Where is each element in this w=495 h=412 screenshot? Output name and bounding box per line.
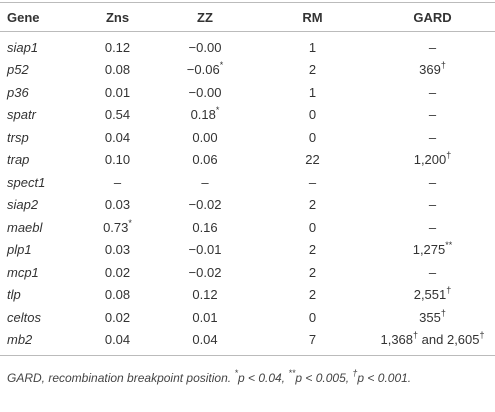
value-cell: −0.02 [188,197,222,213]
table-row: trap 0.10 0.06 22 1,200† [0,149,495,172]
table-row: siap2 0.03 −0.02 2 – [0,194,495,217]
value-cell: 0.12 [104,39,131,55]
column-header: GARD [370,2,495,32]
value-cell: 0.02 [104,264,131,280]
value-cell: 2 [308,62,317,78]
table-row: siap1 0.12 −0.00 1 – [0,32,495,59]
value-cell: −0.01 [188,242,222,258]
value-cell: 1,368† and 2,605† [370,328,495,356]
value-cell: 0.04 [80,328,155,356]
value-cell: – [308,174,317,190]
value-cell: 0.08 [104,287,131,303]
gene-cell: siap1 [7,39,39,55]
column-header: Gene [0,2,80,32]
value-cell: 0.10 [104,152,131,168]
table-row: p36 0.01 −0.00 1 – [0,81,495,104]
table-row: maebl 0.73* 0.16 0 – [0,216,495,239]
value-cell: −0.00 [188,84,222,100]
gene-cell: trsp [7,129,29,145]
value-cell: 7 [255,328,370,356]
value-cell: 0.01 [192,309,218,325]
value-cell: 1,200† [413,150,452,168]
value-cell: – [428,39,437,55]
value-cell: 2 [308,242,317,258]
value-cell: 0.03 [104,197,131,213]
table-row: spatr 0.54 0.18* 0 – [0,104,495,127]
value-cell: 0 [308,219,317,235]
value-cell: −0.00 [188,39,222,55]
column-header: ZZ [155,2,255,32]
value-cell: 355† [419,307,446,325]
value-cell: 2 [308,197,317,213]
value-cell: – [428,219,437,235]
gene-cell: p36 [7,84,29,100]
gene-cell: siap2 [7,197,39,213]
table-row: trsp 0.04 0.00 0 – [0,126,495,149]
value-cell: 1 [308,84,317,100]
gene-cell: maebl [7,219,43,235]
value-cell: 0.12 [192,287,218,303]
column-header: RM [255,2,370,32]
value-cell: 369† [419,60,446,78]
gene-cell: spatr [7,107,36,123]
value-cell: 0.08 [104,62,131,78]
value-cell: 0 [308,129,317,145]
value-cell: 0.04 [104,129,131,145]
table-row: celtos 0.02 0.01 0 355† [0,306,495,329]
value-cell: – [428,84,437,100]
value-cell: 0.06 [192,152,218,168]
table-row: spect1 – – – – [0,171,495,194]
gene-cell: celtos [7,309,41,325]
value-cell: 0.03 [104,242,131,258]
value-cell: – [428,264,437,280]
value-cell: 1,275** [412,240,453,258]
data-table: Gene Zns ZZ RM GARD siap1 0.12 −0.00 1 – p52 0.08 −… [0,2,495,356]
value-cell: 0.01 [104,84,131,100]
value-cell: – [428,197,437,213]
gene-cell: spect1 [7,174,46,190]
gene-cell: tlp [7,287,21,303]
table-row: p52 0.08 −0.06* 2 369† [0,59,495,82]
value-cell: 0.16 [192,219,218,235]
value-cell: 2 [308,264,317,280]
value-cell: 2,551† [413,285,452,303]
gene-cell: mb2 [0,328,80,356]
value-cell: 0.02 [104,309,131,325]
value-cell: −0.02 [188,264,222,280]
value-cell: 2 [308,287,317,303]
table-row: mb2 0.04 0.04 7 1,368† and 2,605† [0,328,495,356]
footnote: GARD, recombination breakpoint position.… [7,368,412,386]
value-cell: – [428,174,437,190]
table-row: tlp 0.08 0.12 2 2,551† [0,284,495,307]
value-cell: 0.73* [103,217,132,235]
value-cell: 0.00 [192,129,218,145]
header-row: Gene Zns ZZ RM GARD [0,2,495,32]
value-cell: 0.18* [190,105,220,123]
table-row: mcp1 0.02 −0.02 2 – [0,261,495,284]
value-cell: 0 [308,107,317,123]
table-body: siap1 0.12 −0.00 1 – p52 0.08 −0.06* 2 369† p36 0.0… [0,32,495,356]
value-cell: 22 [305,152,320,168]
value-cell: 1 [308,39,317,55]
value-cell: – [428,107,437,123]
gene-cell: mcp1 [7,264,39,280]
gene-cell: p52 [7,62,29,78]
value-cell: 0 [308,309,317,325]
value-cell: – [428,129,437,145]
value-cell: – [113,174,122,190]
gene-cell: trap [7,152,30,168]
value-cell: 0.54 [104,107,131,123]
value-cell: – [201,174,209,190]
value-cell: −0.06* [186,60,224,78]
gene-cell: plp1 [7,242,32,258]
value-cell: 0.04 [155,328,255,356]
table-row: plp1 0.03 −0.01 2 1,275** [0,239,495,262]
column-header: Zns [80,2,155,32]
